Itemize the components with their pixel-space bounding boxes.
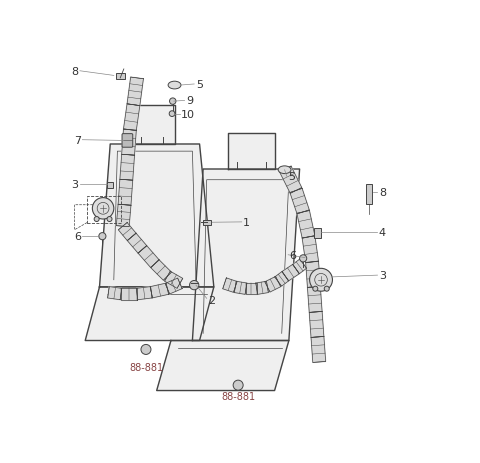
Polygon shape <box>123 105 140 131</box>
Polygon shape <box>136 287 152 300</box>
Text: 4: 4 <box>379 228 386 238</box>
Text: 7: 7 <box>74 135 81 145</box>
Ellipse shape <box>278 167 291 174</box>
Bar <box>107 182 113 189</box>
Circle shape <box>99 233 106 240</box>
Polygon shape <box>127 234 147 254</box>
Ellipse shape <box>168 82 181 90</box>
Circle shape <box>233 380 243 390</box>
Polygon shape <box>302 237 318 263</box>
Circle shape <box>169 99 176 105</box>
Text: 8: 8 <box>379 188 386 198</box>
Circle shape <box>190 281 199 290</box>
Polygon shape <box>309 312 324 338</box>
Text: 1: 1 <box>243 218 250 227</box>
Circle shape <box>324 287 329 292</box>
Bar <box>314 229 321 239</box>
Text: 10: 10 <box>181 109 195 119</box>
Circle shape <box>310 269 333 292</box>
Polygon shape <box>275 272 289 287</box>
Polygon shape <box>119 223 136 241</box>
Polygon shape <box>290 189 309 214</box>
Polygon shape <box>165 272 183 288</box>
Text: 3: 3 <box>379 270 386 281</box>
Polygon shape <box>192 169 300 341</box>
Polygon shape <box>120 155 134 181</box>
Polygon shape <box>130 106 175 144</box>
Polygon shape <box>228 134 275 169</box>
Polygon shape <box>122 130 136 156</box>
Text: 5: 5 <box>196 80 203 90</box>
Polygon shape <box>85 287 214 341</box>
Text: 6: 6 <box>289 250 297 260</box>
Polygon shape <box>256 282 268 295</box>
Polygon shape <box>121 289 137 300</box>
Polygon shape <box>279 167 302 194</box>
Polygon shape <box>138 246 159 268</box>
Polygon shape <box>234 282 247 295</box>
Polygon shape <box>118 180 133 206</box>
Text: 3: 3 <box>71 180 78 190</box>
Text: 2: 2 <box>208 295 216 306</box>
Polygon shape <box>127 78 144 106</box>
Polygon shape <box>116 205 131 227</box>
Bar <box>203 220 211 226</box>
Circle shape <box>313 287 318 292</box>
Circle shape <box>300 255 307 263</box>
Polygon shape <box>156 341 289 391</box>
Polygon shape <box>293 260 307 274</box>
Circle shape <box>92 198 114 219</box>
Polygon shape <box>306 262 320 288</box>
FancyBboxPatch shape <box>122 134 133 148</box>
Polygon shape <box>223 278 237 293</box>
Polygon shape <box>308 287 322 313</box>
Polygon shape <box>282 265 299 282</box>
Polygon shape <box>297 211 315 239</box>
Text: 88-881: 88-881 <box>129 362 163 372</box>
Bar <box>117 74 125 80</box>
Text: 5: 5 <box>288 172 295 182</box>
Circle shape <box>169 112 175 117</box>
Polygon shape <box>246 283 257 295</box>
Text: 9: 9 <box>186 96 193 106</box>
Circle shape <box>94 217 99 222</box>
Circle shape <box>107 217 112 222</box>
Text: 8: 8 <box>71 67 78 76</box>
Polygon shape <box>265 277 281 293</box>
Polygon shape <box>108 287 122 300</box>
Polygon shape <box>150 283 168 298</box>
Polygon shape <box>99 144 214 287</box>
Polygon shape <box>165 278 182 294</box>
Polygon shape <box>311 337 325 363</box>
Text: 6: 6 <box>74 232 81 242</box>
Polygon shape <box>151 260 171 281</box>
Text: 88-881: 88-881 <box>221 391 255 401</box>
Circle shape <box>141 344 151 355</box>
Bar <box>366 185 372 204</box>
